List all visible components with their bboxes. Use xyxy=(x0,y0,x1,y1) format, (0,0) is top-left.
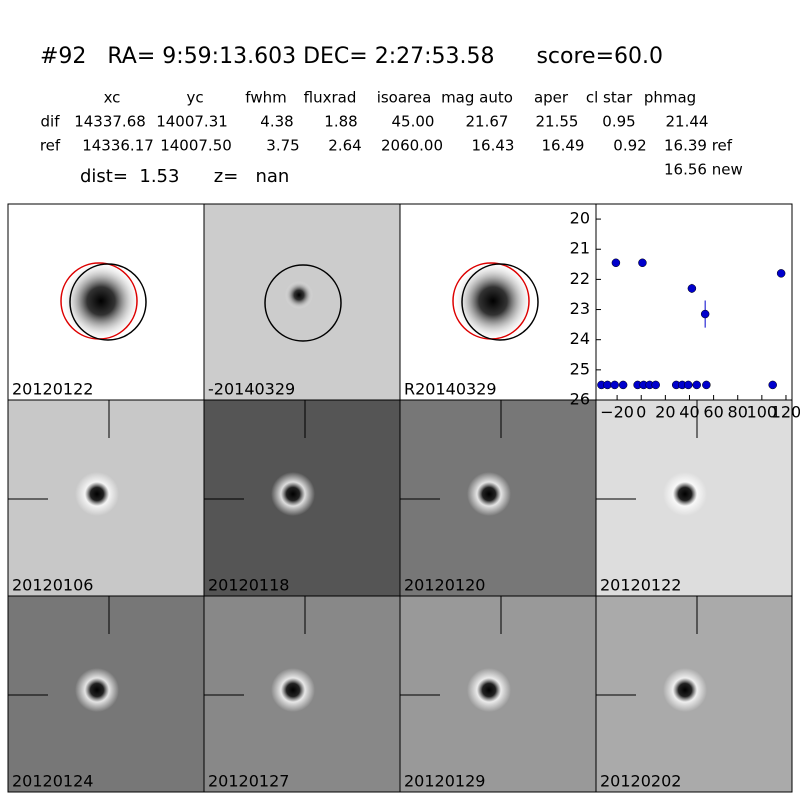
stamp-label: 20120202 xyxy=(600,772,681,791)
point xyxy=(651,380,660,390)
x-tick-label: 40 xyxy=(679,403,699,422)
table-cell: 4.38 xyxy=(260,113,293,131)
dist: dist= 1.53 z= nan xyxy=(80,166,289,187)
table-cell: 3.75 xyxy=(266,137,299,155)
point xyxy=(700,309,710,319)
det-circle xyxy=(461,263,539,341)
blob xyxy=(285,281,313,309)
point xyxy=(687,284,697,293)
point xyxy=(684,380,693,390)
stamp-label: -20140329 xyxy=(208,380,295,399)
table-cell: 0.92 xyxy=(613,137,646,155)
column-header: isoarea xyxy=(377,89,432,107)
blob xyxy=(467,668,511,712)
blob xyxy=(61,261,141,341)
stamp-label: 20120122 xyxy=(600,576,681,595)
y-tick-label: 26 xyxy=(570,390,590,409)
table-cell: 14007.50 xyxy=(160,137,232,155)
stamp-label: 20120120 xyxy=(404,576,485,595)
table-cell: 14007.31 xyxy=(156,113,228,131)
point xyxy=(638,258,647,268)
table-cell: 16.49 xyxy=(542,137,585,155)
x-tick-label: 20 xyxy=(655,403,675,422)
point xyxy=(702,380,711,390)
x-tick-label: 100 xyxy=(747,403,778,422)
point xyxy=(610,380,619,390)
column-header: mag auto xyxy=(441,89,513,107)
blob xyxy=(75,668,119,712)
table-cell: 2060.00 xyxy=(381,137,443,155)
stamp-label: 20120124 xyxy=(12,772,93,791)
table-cell: 1.88 xyxy=(324,113,357,131)
column-header: fwhm xyxy=(245,89,286,107)
y-tick-label: 25 xyxy=(570,359,590,378)
blob xyxy=(663,668,707,712)
y-tick-label: 23 xyxy=(570,299,590,318)
y-tick-label: 22 xyxy=(570,269,590,288)
point xyxy=(611,258,621,268)
point xyxy=(603,380,612,390)
table-cell: 16.39 ref xyxy=(664,137,733,155)
stamp-label: R20140329 xyxy=(404,380,497,399)
blob xyxy=(271,668,315,712)
extra: 16.56 new xyxy=(664,161,743,179)
det-circle xyxy=(69,263,147,341)
column-header: fluxrad xyxy=(304,89,357,107)
x-tick-label: 60 xyxy=(703,403,723,422)
column-header: xc xyxy=(104,89,121,107)
plot-area xyxy=(595,203,793,401)
x-tick-label: 120 xyxy=(771,403,800,422)
blob xyxy=(453,261,533,341)
x-tick-label: −20 xyxy=(600,403,634,422)
blob xyxy=(75,472,119,516)
blob xyxy=(271,472,315,516)
table-cell: 16.43 xyxy=(472,137,515,155)
point xyxy=(768,380,777,390)
stamp-label: 20120122 xyxy=(12,380,93,399)
point xyxy=(618,380,628,390)
column-header: cl star xyxy=(586,89,633,107)
table-cell: 45.00 xyxy=(392,113,435,131)
column-header: phmag xyxy=(644,89,696,107)
stamp-label: 20120129 xyxy=(404,772,485,791)
table-cell: 14336.17 xyxy=(82,137,154,155)
x-tick-label: 0 xyxy=(636,403,646,422)
table-cell: 2.64 xyxy=(328,137,361,155)
x-tick-label: 80 xyxy=(728,403,748,422)
row-label: ref xyxy=(40,137,61,155)
table-cell: 21.55 xyxy=(536,113,579,131)
row-label: dif xyxy=(41,113,61,131)
column-header: yc xyxy=(186,89,203,107)
point xyxy=(692,380,701,390)
stamp-label: 20120106 xyxy=(12,576,93,595)
blob xyxy=(467,472,511,516)
stamp-label: 20120127 xyxy=(208,772,289,791)
table-cell: 21.67 xyxy=(466,113,509,131)
table-cell: 14337.68 xyxy=(74,113,146,131)
blob xyxy=(663,472,707,516)
table-cell: 21.44 xyxy=(666,113,709,131)
column-header: aper xyxy=(534,89,569,107)
title: #92 RA= 9:59:13.603 DEC= 2:27:53.58 scor… xyxy=(40,44,663,69)
y-tick-label: 24 xyxy=(570,329,590,348)
det-circle xyxy=(264,264,342,342)
y-tick-label: 21 xyxy=(570,239,590,258)
table-cell: 0.95 xyxy=(602,113,635,131)
point xyxy=(776,269,786,278)
y-tick-label: 20 xyxy=(570,209,590,228)
stamp-label: 20120118 xyxy=(208,576,289,595)
